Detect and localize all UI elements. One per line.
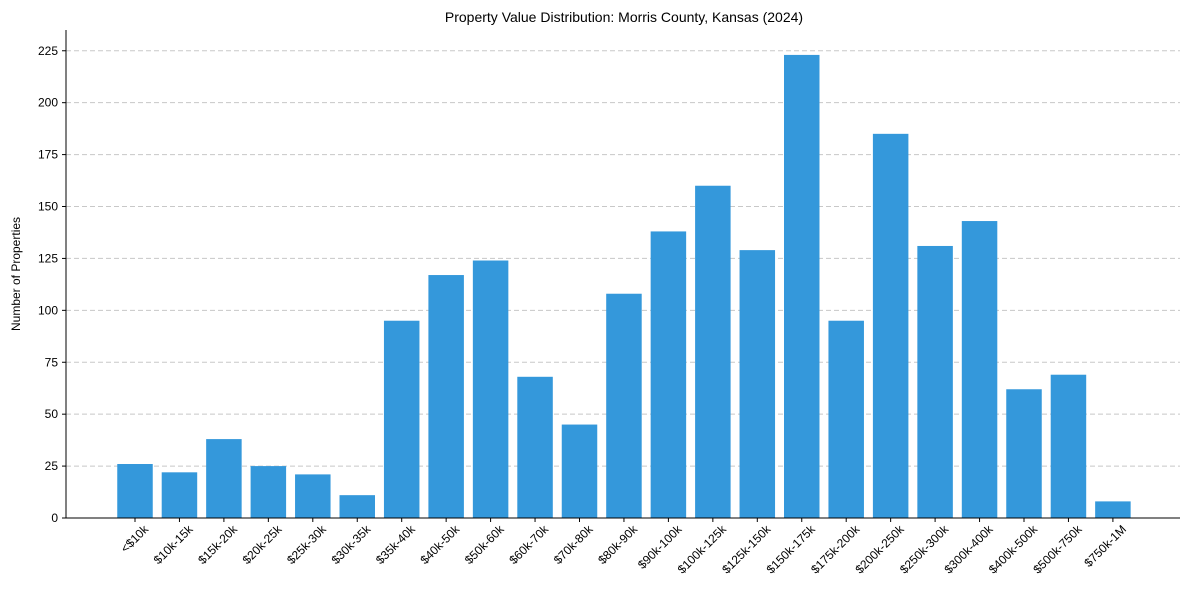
y-tick-label: 200 <box>38 96 58 110</box>
bars <box>117 54 1131 519</box>
bar <box>517 376 553 518</box>
x-tick-label: $15k-20k <box>195 522 241 568</box>
x-tick-label: $70k-80k <box>551 522 597 568</box>
bar <box>872 133 909 519</box>
bar <box>295 474 331 518</box>
x-tick-label: $10k-15k <box>151 522 197 568</box>
y-tick-label: 225 <box>38 44 58 58</box>
chart-title: Property Value Distribution: Morris Coun… <box>445 9 803 25</box>
bar <box>1050 374 1087 518</box>
bar <box>650 231 687 518</box>
x-tick-label: $30k-35k <box>329 522 375 568</box>
x-tick-label: $500k-750k <box>1030 522 1085 577</box>
x-tick-label: $20k-25k <box>240 522 286 568</box>
x-tick-label: $35k-40k <box>373 522 419 568</box>
bar <box>472 260 509 518</box>
bar <box>117 464 153 518</box>
y-tick-label: 50 <box>45 407 59 421</box>
x-tick-label: $25k-30k <box>284 522 330 568</box>
bar <box>606 293 642 518</box>
axes <box>65 30 1180 519</box>
bar <box>339 495 375 518</box>
y-axis-label: Number of Properties <box>9 217 23 331</box>
grid-lines <box>66 50 1180 467</box>
bar <box>561 424 598 518</box>
x-tick-label: $40k-50k <box>417 522 463 568</box>
x-tick-label: $60k-70k <box>506 522 552 568</box>
x-tick-label: $50k-60k <box>462 522 508 568</box>
x-ticks: <$10k $10k-15k $15k-20k $20k-25k $25k-30k $30… <box>118 518 1129 576</box>
y-tick-label: 125 <box>38 251 58 265</box>
y-tick-label: 0 <box>51 511 58 525</box>
bar <box>1006 389 1042 518</box>
x-tick-label: $80k-90k <box>595 522 641 568</box>
bar <box>784 54 820 518</box>
bar <box>428 275 464 518</box>
y-tick-label: 150 <box>38 200 58 214</box>
bar <box>917 245 953 519</box>
bar <box>1095 501 1131 518</box>
bar <box>250 466 287 518</box>
y-ticks: 0 25 50 75 100 125 150 175 200 225 <box>38 44 66 525</box>
x-tick-label: <$10k <box>118 522 152 556</box>
bar <box>961 221 998 518</box>
bar <box>206 439 242 518</box>
bar <box>695 185 731 518</box>
y-tick-label: 100 <box>38 303 58 317</box>
y-tick-label: 25 <box>45 459 59 473</box>
bar <box>161 472 198 518</box>
bar <box>828 320 864 518</box>
x-tick-label: $750k-1M <box>1081 522 1129 570</box>
y-tick-label: 175 <box>38 148 58 162</box>
bar <box>739 250 776 519</box>
bar <box>383 320 420 518</box>
y-tick-label: 75 <box>45 355 59 369</box>
